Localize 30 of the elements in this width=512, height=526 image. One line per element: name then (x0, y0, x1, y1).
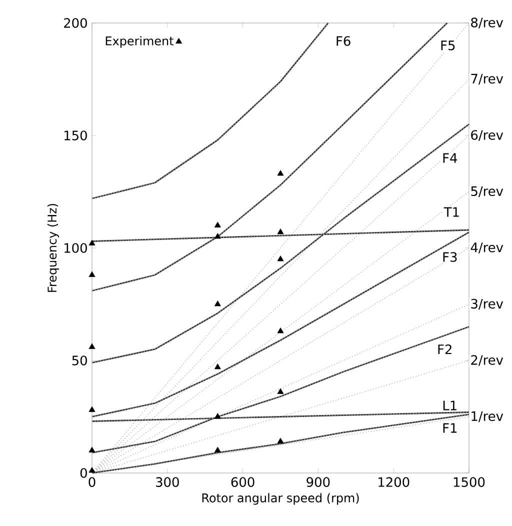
y-tick-label: 200 (64, 18, 87, 28)
x-tick-label: 600 (231, 477, 254, 487)
annotation: F2 (438, 344, 452, 354)
annotation: 2/rev (471, 355, 504, 366)
annotation: 6/rev (471, 130, 504, 141)
annotation: 4/rev (470, 242, 504, 254)
x-axis-title: Rotor angular speed (rpm) (202, 493, 359, 505)
y-tick-label: 50 (72, 356, 87, 366)
legend-label: Experiment (106, 36, 174, 48)
annotation: 3/rev (471, 298, 504, 310)
y-tick-label: 0 (80, 468, 87, 478)
annotation: F6 (336, 36, 350, 46)
x-tick-label: 0 (88, 477, 96, 487)
x-tick-label: 1200 (378, 477, 410, 487)
annotation: F5 (441, 40, 455, 50)
annotation: F4 (443, 153, 458, 163)
annotation: 5/rev (471, 186, 504, 198)
y-tick-label: 100 (64, 243, 87, 253)
annotation: 1/rev (472, 411, 504, 422)
annotation: F1 (443, 423, 457, 433)
x-tick-label: 900 (306, 477, 330, 487)
annotation: 7/rev (471, 74, 504, 85)
annotation: 8/rev (471, 18, 504, 28)
annotation: L1 (443, 400, 456, 410)
annotation: F3 (443, 252, 457, 262)
x-tick-label: 300 (156, 477, 179, 487)
annotation: T1 (444, 207, 459, 217)
y-axis-title: Frequency (Hz) (47, 204, 59, 292)
x-tick-label: 1500 (454, 477, 485, 487)
y-tick-label: 150 (64, 130, 87, 140)
